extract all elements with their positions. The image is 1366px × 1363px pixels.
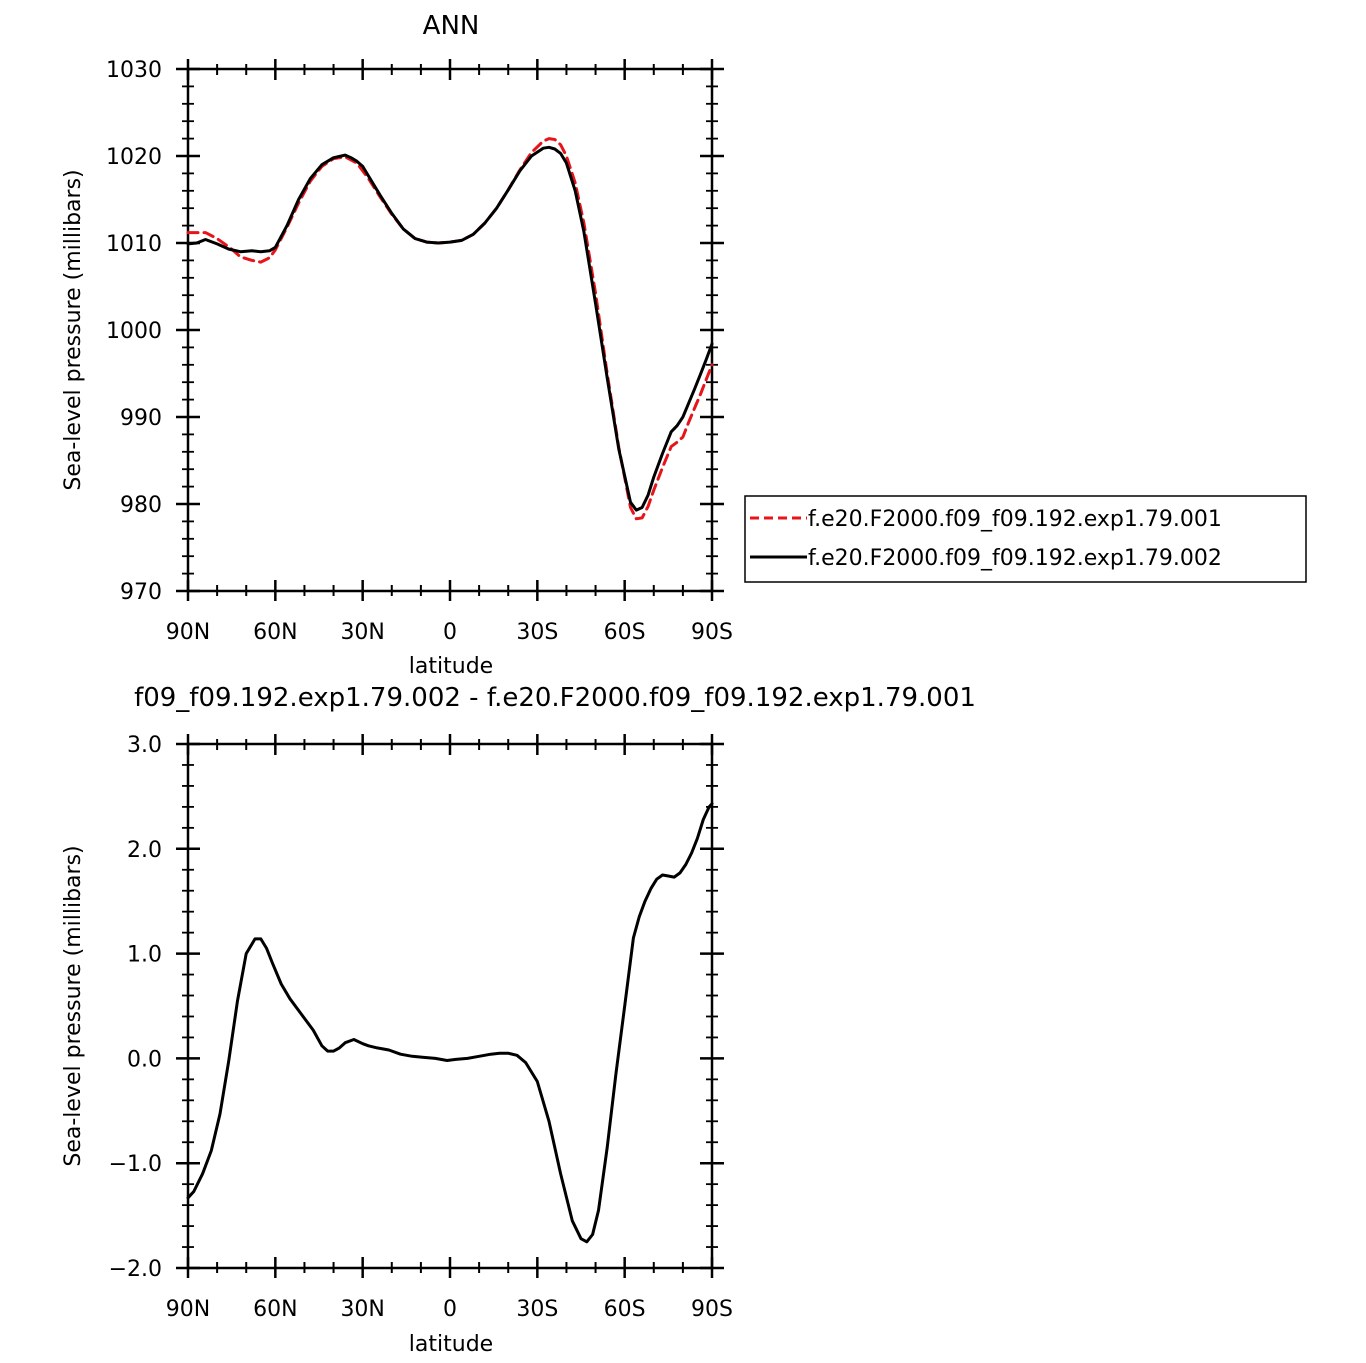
x-tick-label: 60N: [253, 620, 297, 645]
x-tick-label: 90S: [691, 620, 733, 645]
y-axis-label: Sea-level pressure (millibars): [61, 169, 86, 490]
y-tick-label: 970: [120, 580, 162, 605]
difference-title: f09_f09.192.exp1.79.002 - f.e20.F2000.f0…: [134, 683, 976, 713]
series-line-0: [186, 802, 714, 1244]
x-tick-label: 60S: [604, 1297, 646, 1322]
y-axis-label: Sea-level pressure (millibars): [61, 845, 86, 1166]
series-lines: [186, 137, 714, 521]
x-tick-labels: 90N 60N 30N 0 30S 60S 90S: [166, 620, 733, 645]
legend-label-exp002: f.e20.F2000.f09_f09.192.exp1.79.002: [808, 546, 1222, 571]
x-tick-labels: 90N 60N 30N 0 30S 60S 90S: [166, 1297, 733, 1322]
series-line-0: [186, 137, 714, 521]
y-tick-label: 1020: [106, 145, 162, 170]
y-tick-label: 1000: [106, 319, 162, 344]
axis-ticks: [176, 734, 724, 1278]
axis-ticks: [176, 59, 724, 601]
y-tick-label: −1.0: [109, 1152, 162, 1177]
y-tick-label: 3.0: [127, 733, 162, 758]
plot-frame: [186, 742, 714, 1270]
series-lines: [186, 802, 714, 1244]
y-tick-label: 1030: [106, 58, 162, 83]
x-axis-label: latitude: [409, 1332, 493, 1357]
x-tick-label: 30S: [516, 620, 558, 645]
legend: f.e20.F2000.f09_f09.192.exp1.79.001 f.e2…: [744, 495, 1307, 583]
panel-slp-annual: ANN 1030 1020 1010 1000 990 980 970 90N 60N 30N 0…: [61, 11, 1307, 679]
legend-box: [744, 495, 1307, 583]
panel-slp-difference: f09_f09.192.exp1.79.002 - f.e20.F2000.f0…: [61, 683, 976, 1357]
x-tick-label: 0: [443, 1297, 457, 1322]
x-tick-label: 30S: [516, 1297, 558, 1322]
y-tick-label: 990: [120, 406, 162, 431]
x-tick-label: 60S: [604, 620, 646, 645]
y-tick-labels: 3.0 2.0 1.0 0.0 −1.0 −2.0: [109, 733, 162, 1282]
y-tick-label: 0.0: [127, 1047, 162, 1072]
legend-label-exp001: f.e20.F2000.f09_f09.192.exp1.79.001: [808, 507, 1222, 532]
y-tick-labels: 1030 1020 1010 1000 990 980 970: [106, 58, 162, 605]
x-tick-label: 60N: [253, 1297, 297, 1322]
y-tick-label: 980: [120, 493, 162, 518]
x-tick-label: 90S: [691, 1297, 733, 1322]
x-tick-label: 30N: [340, 620, 384, 645]
x-axis-label: latitude: [409, 654, 493, 679]
y-tick-label: 1010: [106, 232, 162, 257]
x-tick-label: 30N: [340, 1297, 384, 1322]
series-line-1: [186, 145, 714, 512]
y-tick-label: 1.0: [127, 943, 162, 968]
y-tick-label: 2.0: [127, 838, 162, 863]
x-tick-label: 90N: [166, 620, 210, 645]
chart-title: ANN: [423, 11, 480, 41]
x-tick-label: 0: [443, 620, 457, 645]
x-tick-label: 90N: [166, 1297, 210, 1322]
y-tick-label: −2.0: [109, 1257, 162, 1282]
